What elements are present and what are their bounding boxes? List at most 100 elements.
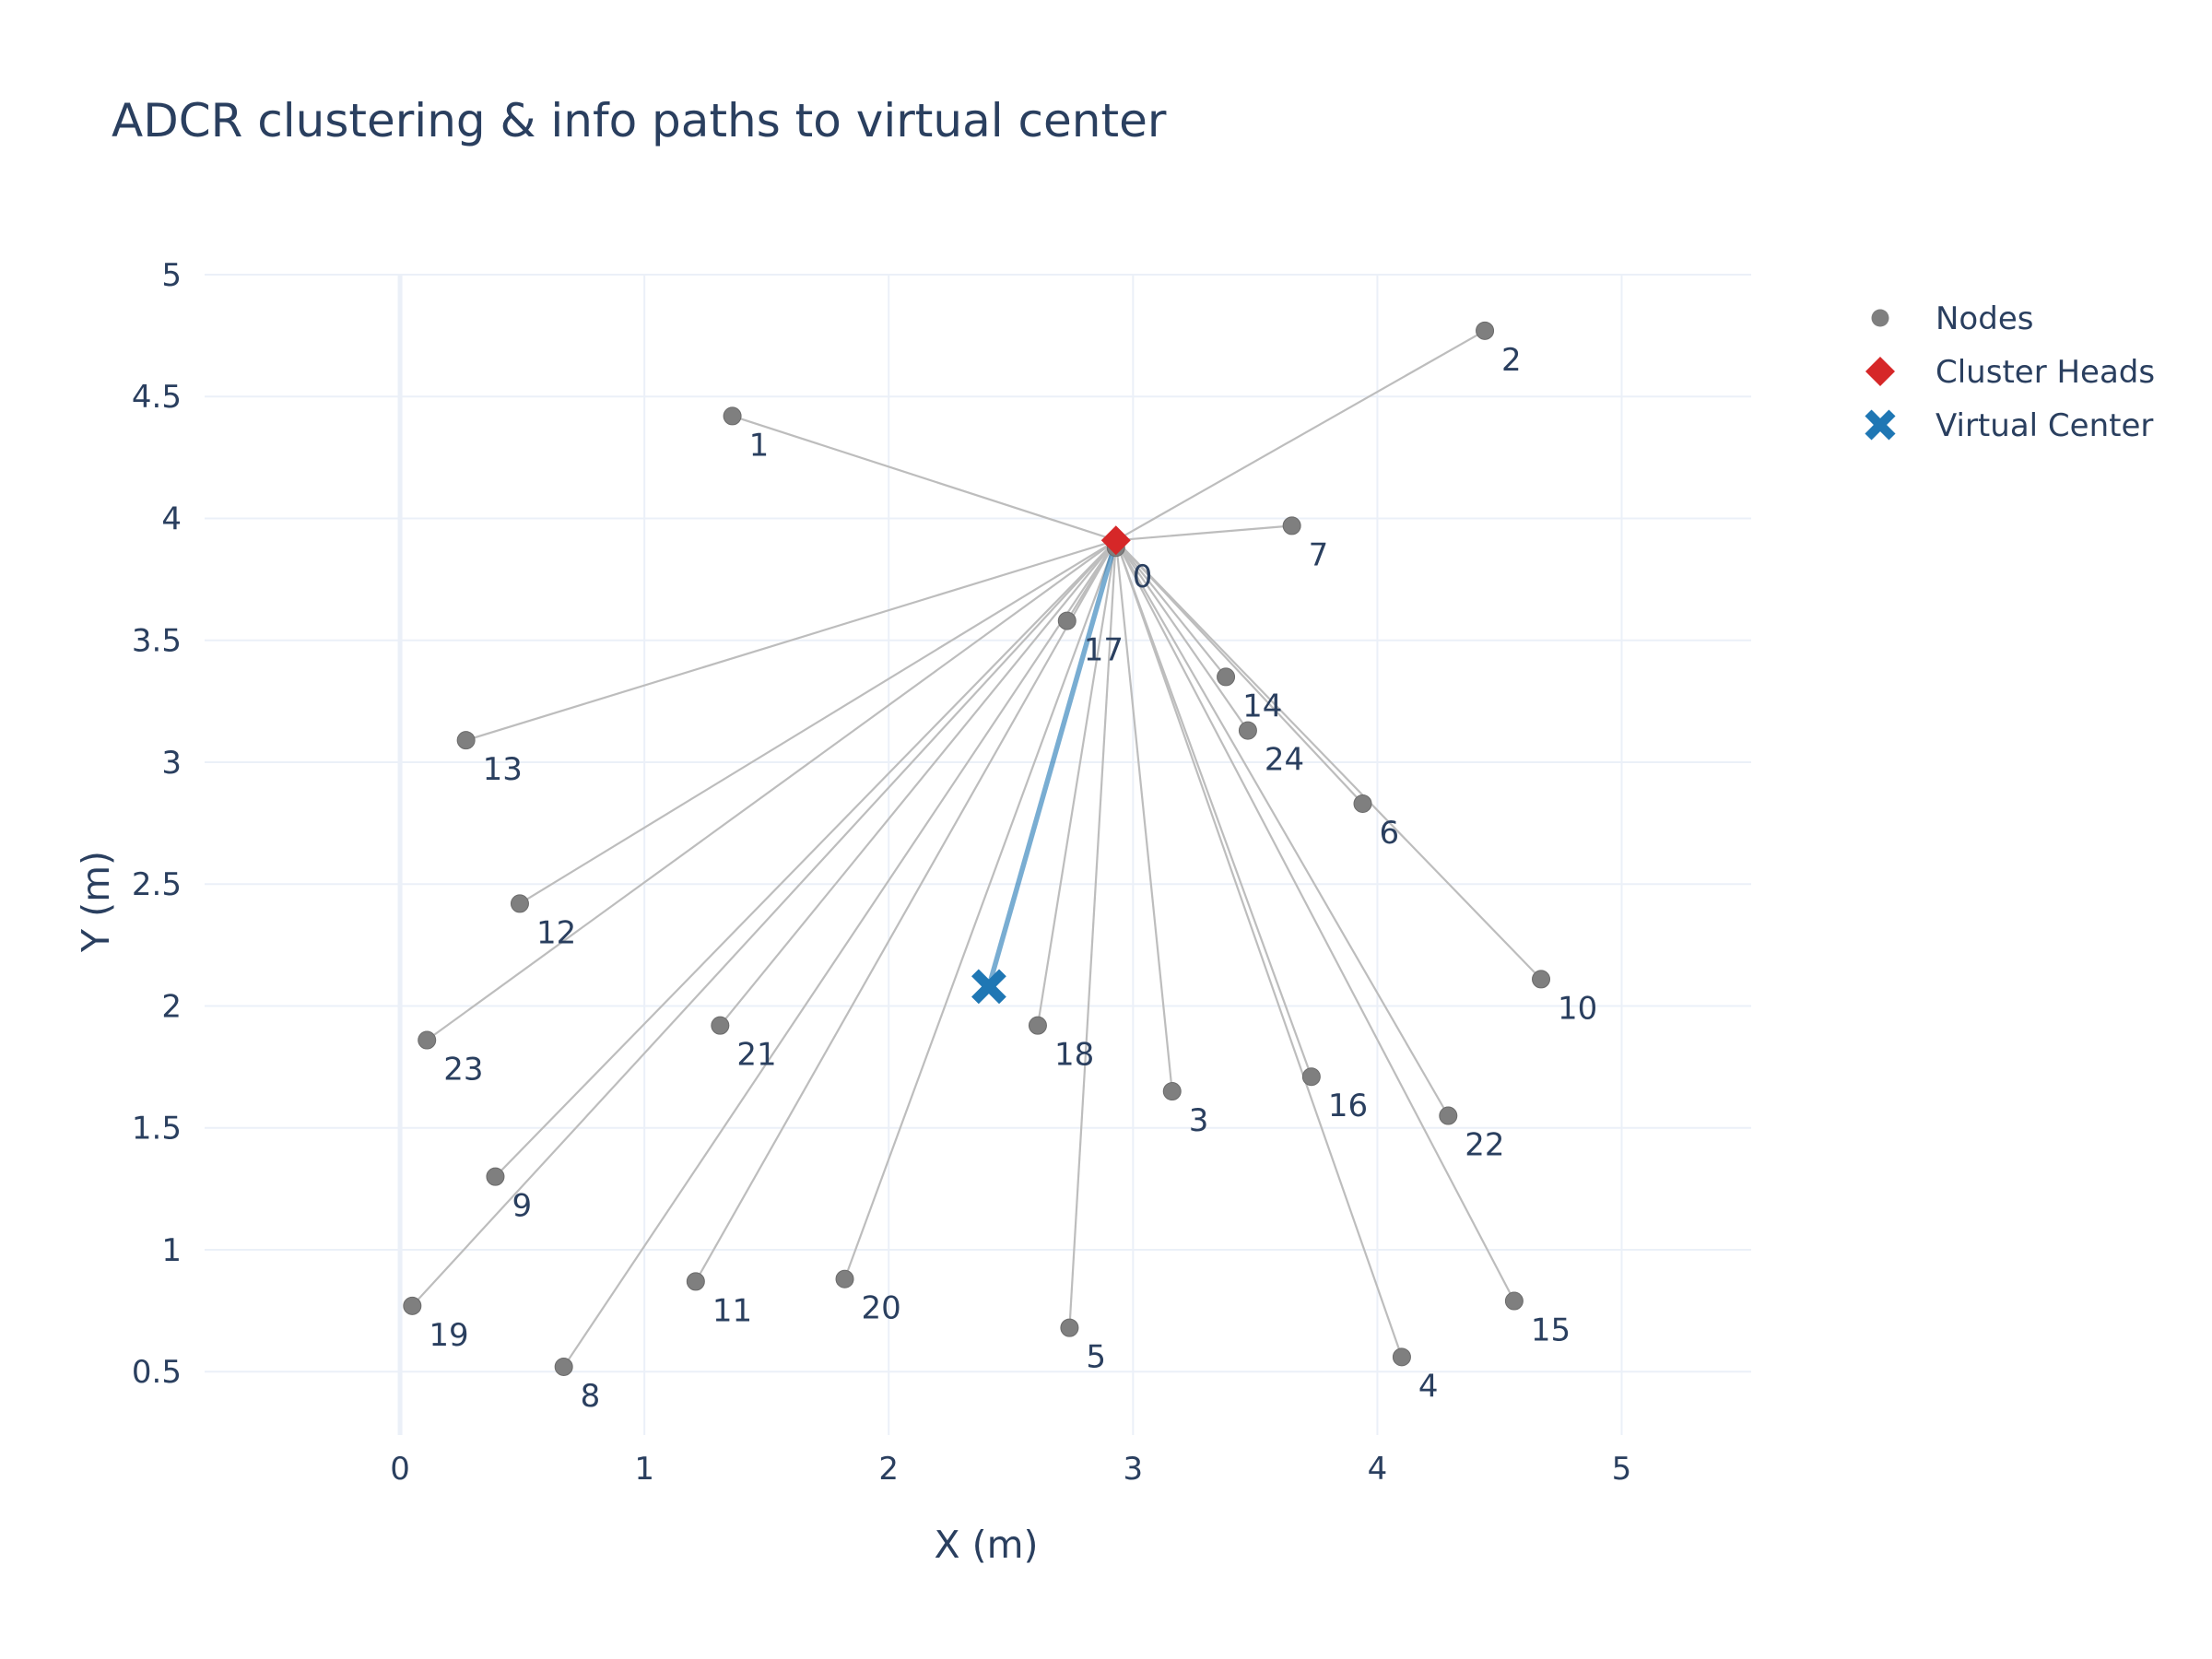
x-tick-label: 1 <box>634 1451 654 1488</box>
node-point-7 <box>1282 516 1301 535</box>
node-point-18 <box>1028 1016 1047 1035</box>
legend: Nodes Cluster Heads Virtual Center <box>1865 300 2155 444</box>
node-markers <box>403 321 1551 1376</box>
member-link-12 <box>519 539 1117 905</box>
virtual-center-marker <box>971 969 1006 1005</box>
node-point-14 <box>1217 667 1236 687</box>
node-label-2: 2 <box>1501 342 1522 379</box>
node-point-19 <box>403 1296 422 1315</box>
node-label-11: 11 <box>712 1292 752 1329</box>
member-link-20 <box>843 539 1117 1280</box>
legend-symbol-nodes <box>1871 309 1889 327</box>
node-label-7: 7 <box>1309 536 1329 573</box>
node-point-23 <box>418 1030 437 1050</box>
member-link-3 <box>1114 540 1173 1092</box>
member-link-17 <box>1065 539 1117 622</box>
y-tick-label: 2 <box>161 988 182 1025</box>
member-link-18 <box>1036 540 1117 1026</box>
member-link-10 <box>1114 539 1542 981</box>
y-tick-label: 0.5 <box>132 1354 182 1391</box>
member-link-22 <box>1114 539 1450 1117</box>
node-label-23: 23 <box>443 1052 483 1088</box>
legend-label-1: Cluster Heads <box>1936 354 2155 391</box>
member-link-13 <box>465 539 1117 742</box>
node-label-0: 0 <box>1133 559 1153 595</box>
member-link-14 <box>1114 539 1227 678</box>
node-point-2 <box>1476 321 1495 340</box>
node-label-12: 12 <box>536 914 576 951</box>
node-label-22: 22 <box>1465 1127 1504 1164</box>
node-label-5: 5 <box>1086 1339 1106 1376</box>
member-link-8 <box>562 539 1117 1368</box>
y-tick-label: 1.5 <box>132 1111 182 1147</box>
y-tick-label: 4.5 <box>132 379 182 416</box>
node-point-21 <box>711 1016 730 1035</box>
legend-label-2: Virtual Center <box>1936 407 2153 444</box>
member-link-2 <box>1115 329 1486 542</box>
x-tick-label: 0 <box>390 1451 410 1488</box>
member-link-21 <box>719 539 1117 1027</box>
legend-symbol-virtual-center <box>1865 409 1896 441</box>
node-label-1: 1 <box>749 427 770 464</box>
node-label-24: 24 <box>1265 742 1304 779</box>
cluster-head-marker-0 <box>1100 525 1131 556</box>
member-link-15 <box>1114 539 1515 1302</box>
info-path <box>986 539 1119 988</box>
node-label-19: 19 <box>429 1317 468 1354</box>
node-label-17: 17 <box>1084 632 1124 669</box>
node-label-16: 16 <box>1328 1088 1368 1124</box>
member-link-23 <box>426 539 1117 1041</box>
legend-label-0: Nodes <box>1936 300 2033 337</box>
y-tick-label: 3.5 <box>132 623 182 660</box>
node-label-9: 9 <box>512 1188 532 1225</box>
y-tick-label: 1 <box>161 1232 182 1269</box>
y-axis-title: Y (m) <box>74 851 118 953</box>
member-link-5 <box>1068 540 1117 1328</box>
node-point-11 <box>686 1272 705 1291</box>
node-point-4 <box>1392 1347 1411 1367</box>
y-tick-label: 3 <box>161 745 182 782</box>
x-tick-label: 3 <box>1124 1451 1144 1488</box>
node-label-15: 15 <box>1531 1312 1571 1349</box>
node-point-8 <box>554 1357 573 1376</box>
node-point-9 <box>486 1167 505 1186</box>
chart-title: ADCR clustering & info paths to virtual … <box>112 94 1167 147</box>
grid <box>205 274 1751 1435</box>
axis-ticks: 0 1 2 3 4 50.511.522.533.544.55 <box>132 257 1631 1488</box>
member-links <box>411 329 1542 1368</box>
node-point-6 <box>1353 794 1372 813</box>
node-label-14: 14 <box>1242 688 1282 724</box>
node-point-17 <box>1057 611 1077 630</box>
node-label-10: 10 <box>1558 990 1597 1027</box>
node-label-4: 4 <box>1418 1368 1439 1405</box>
x-tick-label: 2 <box>878 1451 899 1488</box>
node-point-13 <box>456 731 476 750</box>
member-link-11 <box>694 539 1117 1282</box>
member-link-7 <box>1115 524 1292 542</box>
node-point-1 <box>723 406 742 426</box>
x-tick-label: 5 <box>1612 1451 1632 1488</box>
node-label-6: 6 <box>1380 815 1400 852</box>
node-point-22 <box>1439 1106 1458 1125</box>
node-point-16 <box>1301 1067 1321 1087</box>
node-label-21: 21 <box>736 1037 776 1074</box>
node-point-15 <box>1504 1291 1524 1311</box>
node-label-20: 20 <box>862 1290 901 1327</box>
member-link-9 <box>494 539 1117 1178</box>
node-point-20 <box>835 1269 854 1288</box>
node-point-10 <box>1532 970 1551 989</box>
node-label-3: 3 <box>1189 1102 1209 1139</box>
node-point-3 <box>1162 1082 1182 1101</box>
node-point-5 <box>1060 1318 1079 1337</box>
node-label-13: 13 <box>483 751 523 788</box>
x-tick-label: 4 <box>1368 1451 1388 1488</box>
node-label-18: 18 <box>1054 1037 1094 1074</box>
member-link-1 <box>732 415 1117 542</box>
member-link-24 <box>1114 539 1249 732</box>
member-link-4 <box>1114 539 1403 1358</box>
node-point-12 <box>510 894 529 913</box>
x-axis-title: X (m) <box>934 1523 1038 1567</box>
node-label-8: 8 <box>581 1378 601 1415</box>
